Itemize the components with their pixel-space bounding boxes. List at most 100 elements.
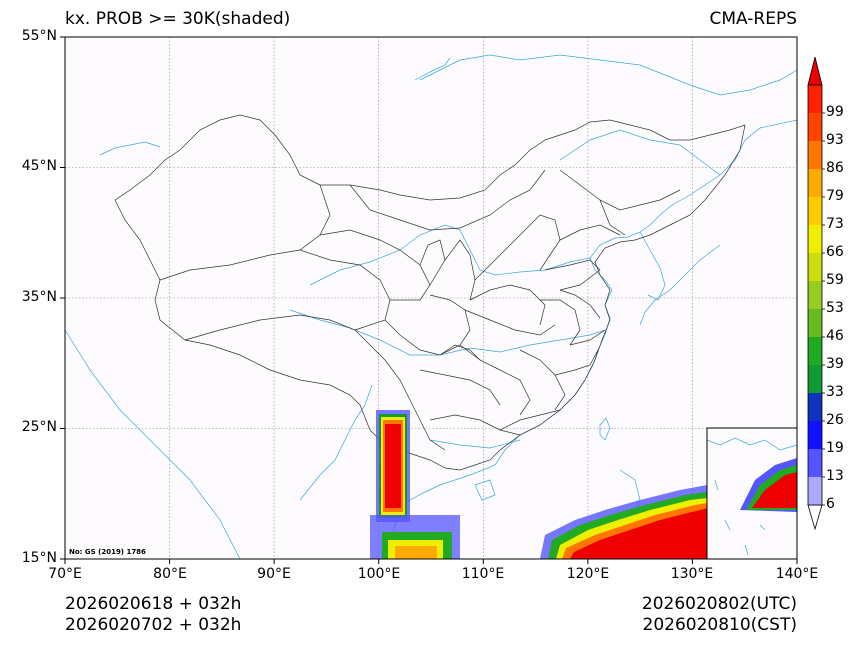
colorbar-segment (808, 169, 822, 197)
colorbar-label: 99 (826, 104, 844, 120)
lon-label-80: 80°E (153, 566, 187, 582)
lat-label-45: 45°N (21, 158, 57, 174)
colorbar-segment (808, 225, 822, 253)
river-pearl (429, 439, 521, 449)
colorbar-label: 46 (826, 328, 844, 344)
province-henan (469, 284, 546, 326)
china-outline (114, 114, 746, 471)
valid-time-utc: 2026020802(UTC) (641, 594, 797, 614)
map-approval-note: No: GS (2019) 1786 (69, 548, 146, 556)
colorbar-label: 39 (826, 356, 844, 372)
colorbar-label: 93 (826, 132, 844, 148)
province-inner-mongolia (349, 169, 546, 231)
lon-label-140: 140°E (775, 566, 819, 582)
lat-label-35: 35°N (21, 289, 57, 305)
river-amur (559, 129, 721, 176)
province-yunnan (369, 344, 446, 451)
south-china-sea-inset (706, 427, 798, 560)
colorbar-segment (808, 477, 822, 505)
init-time-cst: 2026020702 + 032h (65, 615, 242, 635)
lon-label-130: 130°E (670, 566, 714, 582)
lon-label-120: 120°E (566, 566, 610, 582)
lon-label-110: 110°E (461, 566, 505, 582)
taiwan-island (599, 417, 611, 441)
colorbar-arrow-max (807, 56, 823, 86)
province-anhui (540, 299, 581, 346)
colorbar-segment (808, 141, 822, 169)
colorbar-segment (808, 281, 822, 309)
lake-baikal (414, 57, 451, 81)
colorbar-label: 86 (826, 160, 844, 176)
lon-label-90: 90°E (257, 566, 291, 582)
colorbar-label: 33 (826, 384, 844, 400)
province-hunan (459, 344, 531, 416)
province-fujian (554, 349, 599, 376)
colorbar-segment (808, 113, 822, 141)
inset-shading-high (752, 472, 797, 508)
colorbar-frame (807, 84, 823, 506)
river-yellow (309, 224, 591, 286)
map-title: kx. PROB >= 30K(shaded) (65, 9, 291, 29)
colorbar-arrow-min (807, 504, 823, 531)
colorbar-label: 26 (826, 412, 844, 428)
model-name: CMA-REPS (709, 9, 797, 29)
prob-region-max (385, 424, 401, 508)
province-guangdong (499, 409, 561, 431)
colorbar-label: 79 (826, 188, 844, 204)
province-shaanxi (429, 239, 476, 301)
axis-ticks (60, 36, 798, 564)
prob-shading-yunnan (370, 410, 460, 559)
coastline-korea (639, 231, 666, 301)
province-zhejiang (569, 329, 606, 346)
colorbar-segment (808, 393, 822, 421)
colorbar-segment (808, 365, 822, 393)
init-time-utc: 2026020618 + 032h (65, 594, 242, 614)
province-guangxi (429, 414, 521, 436)
borders (114, 114, 746, 471)
lon-label-70: 70°E (48, 566, 82, 582)
province-northeast (559, 169, 681, 211)
coastline-india (65, 329, 241, 559)
province-hebei (509, 214, 561, 271)
lat-label-25: 25°N (21, 419, 57, 435)
province-jiangsu (559, 289, 601, 319)
inset-islands (714, 479, 766, 556)
prob-region-south-orange (395, 546, 437, 559)
lat-label-55: 55°N (21, 28, 57, 44)
province-ningxia (419, 239, 446, 266)
colorbar-segment (808, 337, 822, 365)
colorbar-label: 53 (826, 300, 844, 316)
hainan-island (474, 479, 496, 501)
colorbar-segment (808, 309, 822, 337)
lat-label-15: 15°N (21, 550, 57, 566)
colorbar-label: 19 (826, 440, 844, 456)
colorbar-segment (808, 197, 822, 225)
coastline-russia-north (419, 54, 797, 96)
lake-balkhash (99, 141, 161, 156)
colorbar-segment (808, 421, 822, 449)
province-hubei (464, 309, 556, 336)
colorbar-label: 59 (826, 272, 844, 288)
colorbar (807, 56, 825, 531)
colorbar-segment (808, 449, 822, 477)
lon-label-100: 100°E (357, 566, 401, 582)
river-yangtze (289, 309, 606, 356)
colorbar-label: 66 (826, 244, 844, 260)
prob-ocean-red (570, 508, 707, 559)
prob-shading-ocean (540, 485, 707, 559)
inset-coastline (707, 437, 797, 451)
valid-time-cst: 2026020810(CST) (642, 615, 797, 635)
province-guizhou (419, 369, 501, 406)
colorbar-segment (808, 253, 822, 281)
province-xinjiang (159, 184, 331, 281)
coastline-japan (639, 244, 721, 326)
colorbar-segment (808, 85, 822, 113)
province-chongqing (439, 344, 481, 361)
province-shandong (544, 259, 601, 291)
coastline-india-east (299, 384, 373, 501)
province-jilin (599, 199, 626, 236)
province-shanxi (474, 244, 511, 281)
province-liaoning (559, 224, 621, 241)
colorbar-label: 6 (826, 496, 835, 512)
